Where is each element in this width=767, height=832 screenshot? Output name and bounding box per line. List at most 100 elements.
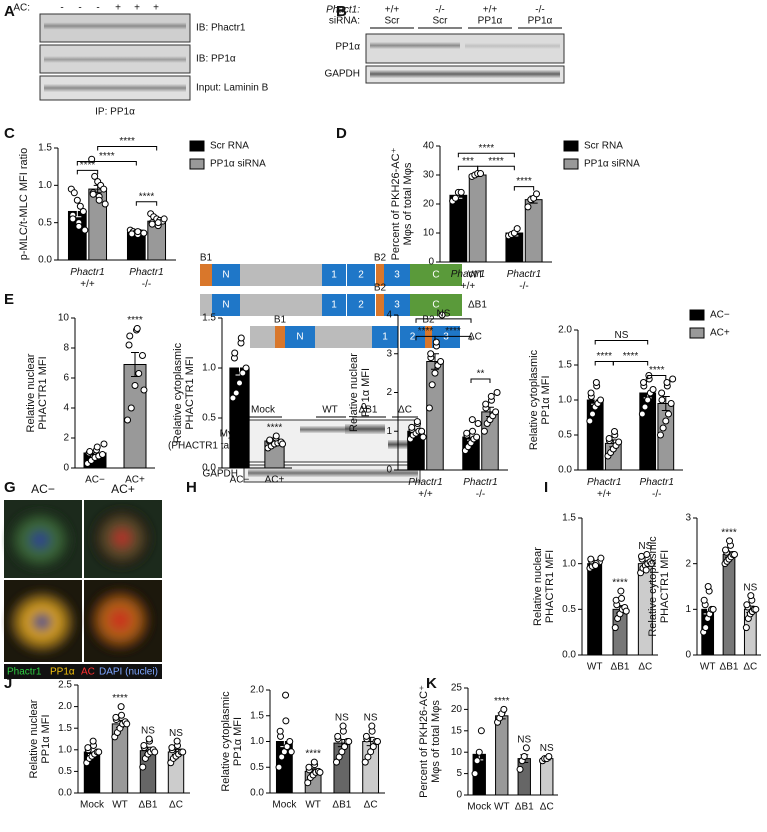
genotype: -/- (435, 5, 444, 16)
data-point (747, 592, 755, 600)
significance-label: **** (305, 749, 321, 760)
domain (212, 294, 240, 316)
data-point (752, 605, 760, 613)
panel-label: H (186, 479, 197, 496)
blot-band (300, 426, 355, 433)
x-tick-label-line: Phactr1 (129, 267, 163, 278)
data-point (168, 744, 176, 752)
significance-label: NS (743, 582, 757, 593)
data-point (617, 587, 625, 595)
x-tick-label-line: Phactr1 (408, 477, 442, 488)
blot-band (44, 22, 186, 30)
data-point (492, 408, 500, 416)
data-point (533, 190, 541, 198)
data-point (622, 607, 630, 615)
data-point (457, 188, 465, 196)
y-tick-label: 0 (428, 257, 434, 268)
x-tick-label: AC+ (265, 475, 285, 486)
data-point (589, 410, 597, 418)
error-bar (661, 396, 670, 411)
data-point (648, 560, 656, 568)
data-point (279, 440, 287, 448)
blot-row-label: Myc (220, 429, 238, 440)
gene-label: Phact1: (326, 5, 360, 16)
data-point (742, 624, 750, 632)
panel-label: B (336, 3, 347, 20)
data-point (477, 170, 485, 178)
y-tick-label: 0 (685, 650, 691, 661)
significance-label: **** (516, 176, 532, 187)
significance-label: **** (99, 151, 115, 162)
legend-swatch (689, 309, 705, 321)
data-point (615, 438, 623, 446)
legend-label: AC+ (710, 328, 730, 339)
data-point (743, 601, 751, 609)
y-tick-label: 2 (386, 387, 392, 398)
data-point (640, 379, 648, 386)
domain (322, 264, 346, 286)
significance-bracket (76, 169, 99, 175)
x-tick-label: ΔB1 (611, 662, 630, 673)
data-point (79, 207, 87, 215)
data-point (468, 416, 476, 424)
data-point (700, 596, 708, 604)
panel-label: A (4, 3, 15, 20)
data-point (282, 691, 290, 699)
panel-a: AC: - - - + + + IB: Phactr1 IB: PP1α Inp… (13, 3, 268, 118)
significance-label: **** (112, 693, 128, 704)
data-point (128, 230, 136, 238)
y-tick-label: 0.0 (558, 465, 572, 476)
data-point (140, 386, 148, 394)
data-point (160, 215, 168, 223)
data-point (432, 338, 440, 346)
x-tick-label: ΔC (743, 662, 757, 673)
legend-swatch (189, 140, 205, 152)
data-point (133, 325, 141, 332)
data-point (266, 436, 274, 444)
legend-label: AC− (710, 310, 730, 321)
data-point (232, 389, 240, 397)
data-point (125, 341, 133, 349)
y-tick-label: 25 (451, 683, 463, 694)
x-tick-label: AC− (230, 475, 250, 486)
data-point (474, 420, 482, 427)
domain-label: N (296, 332, 303, 343)
data-point (658, 389, 666, 397)
data-point (173, 737, 181, 745)
significance-label: NS (614, 330, 628, 341)
bar (449, 194, 468, 263)
data-point (310, 758, 318, 766)
data-point (237, 334, 245, 342)
y-tick-label: 0.0 (250, 788, 264, 799)
sirna: Scr (433, 16, 449, 27)
x-tick-label: ΔC (540, 802, 554, 813)
data-point (98, 451, 106, 458)
data-point (145, 735, 153, 743)
legend-bar (4, 664, 162, 679)
domain (410, 264, 462, 286)
y-tick-label: 1 (386, 426, 392, 437)
data-point (702, 624, 710, 632)
panel-label: C (4, 125, 15, 142)
y-tick-label: 1 (685, 604, 691, 615)
significance-label: **** (623, 351, 639, 362)
data-point (305, 763, 313, 771)
y-tick-label: 4 (63, 403, 69, 414)
significance-label: **** (612, 578, 628, 589)
y-tick-label: 10 (58, 313, 70, 324)
bar (587, 563, 603, 656)
x-tick-label: WT (494, 802, 510, 813)
data-point (513, 225, 521, 233)
blot-row-label: GAPDH (324, 69, 360, 80)
significance-label: **** (494, 696, 510, 707)
significance-bracket (135, 201, 158, 206)
y-tick-label: 20 (451, 704, 463, 715)
domain-label: 2 (358, 270, 364, 281)
data-point (272, 432, 280, 440)
data-point (95, 196, 103, 204)
data-point (428, 381, 436, 389)
data-point (139, 763, 147, 771)
significance-label: NS (517, 735, 531, 746)
significance-label: NS (335, 713, 349, 724)
panel-label: J (4, 675, 12, 692)
